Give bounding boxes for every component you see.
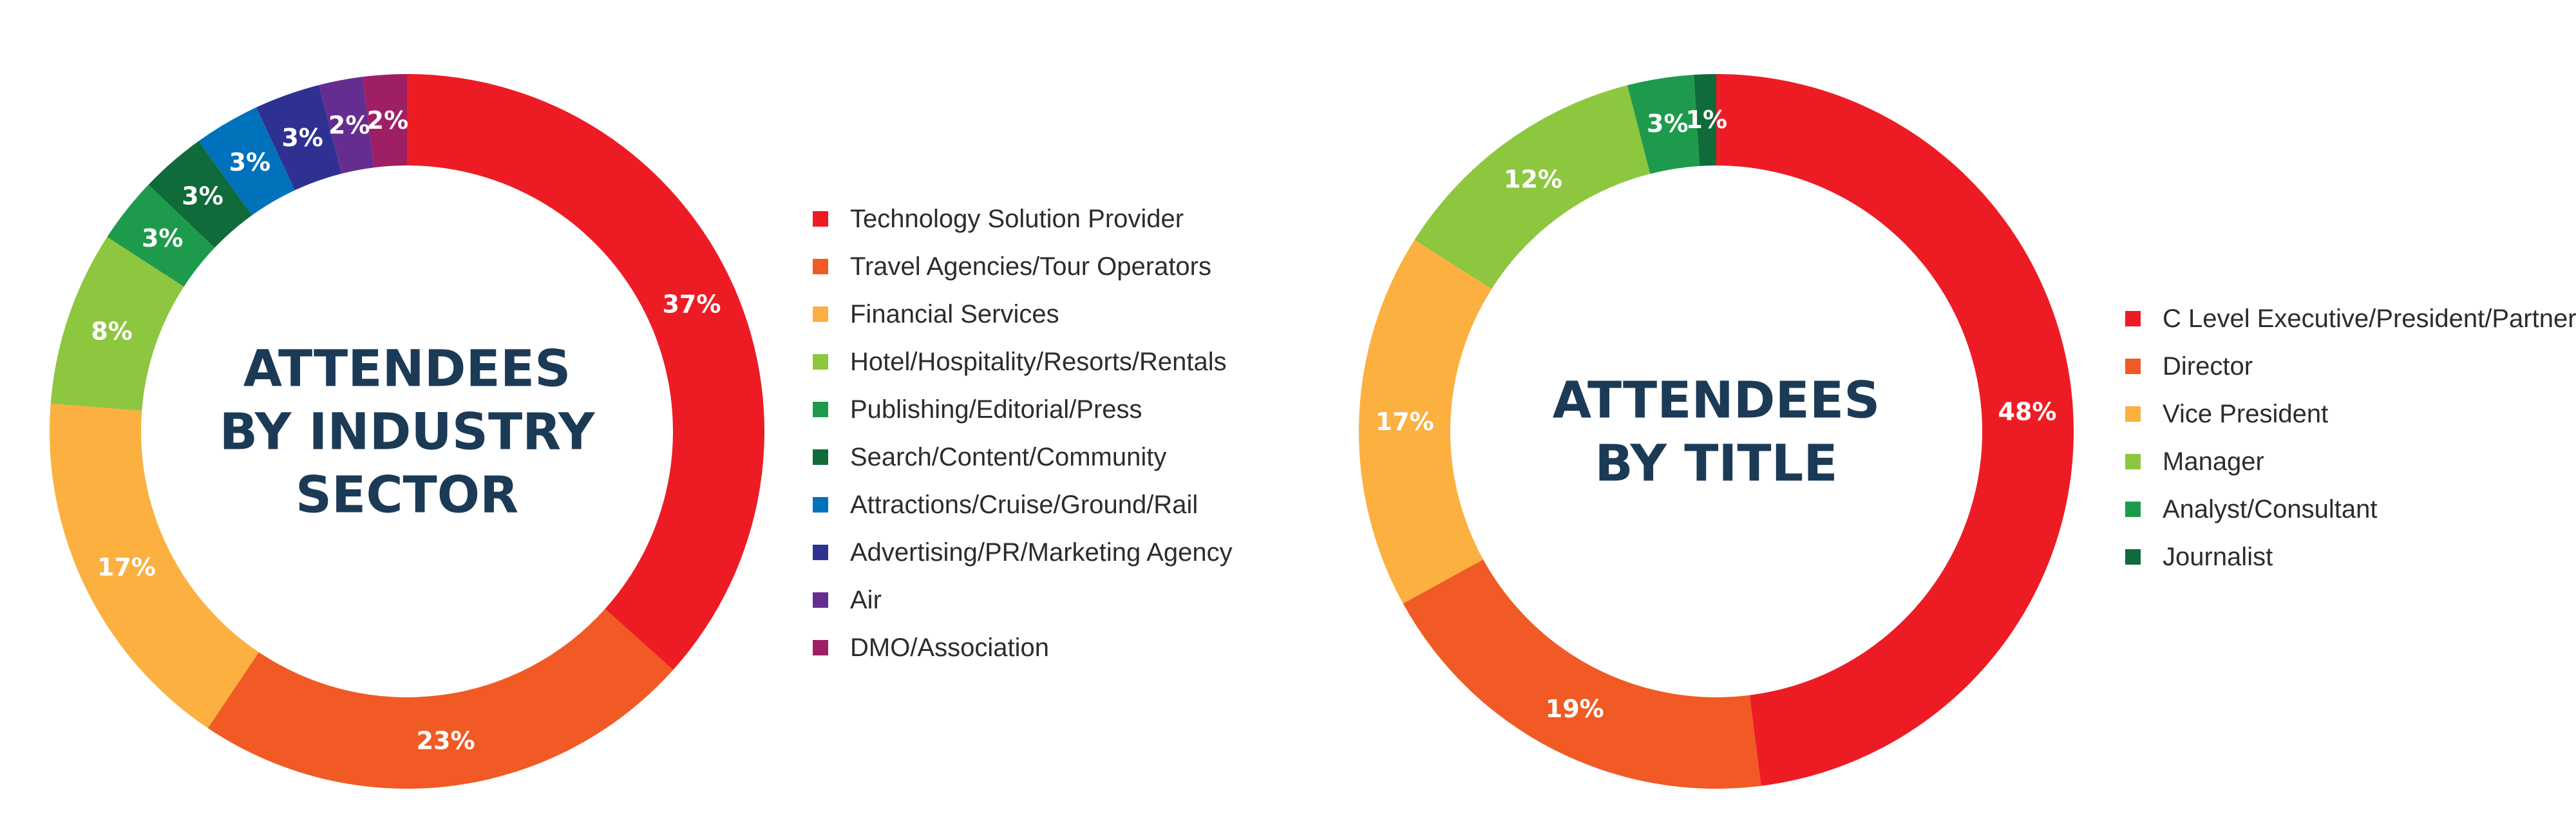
legend-label-travel-agencies-tour-operators: Travel Agencies/Tour Operators (850, 252, 1211, 281)
legend-swatch-dmo-association (813, 640, 828, 655)
legend-label-director: Director (2163, 352, 2253, 381)
legend-swatch-attractions-cruise-ground-rail (813, 497, 828, 513)
legend-label-air: Air (850, 586, 882, 614)
legend-swatch-vice-president (2125, 406, 2141, 422)
slice-attractions-cruise-ground-rail (198, 107, 295, 216)
slice-label-technology-solution-provider: 37% (662, 290, 721, 319)
legend-label-dmo-association: DMO/Association (850, 634, 1049, 662)
legend-label-analyst-consultant: Analyst/Consultant (2163, 495, 2378, 523)
industry-sector-donut-chart: 37%23%17%8%3%3%3%3% 2%2%ATTENDEES BY INDUS… (49, 74, 765, 789)
chart-title: ATTENDEES BY INDUSTRY SECTOR (220, 340, 596, 524)
slice-vice-president (1359, 240, 1492, 604)
slice-label-journalist: 1% (1686, 106, 1728, 134)
legend-swatch-director (2125, 359, 2141, 374)
chart-title-line: ATTENDEES (1553, 371, 1880, 429)
industry-sector-legend: Technology Solution Provider Travel Agenc… (813, 205, 1233, 662)
slice-label-travel-agencies-tour-operators: 23% (417, 726, 475, 755)
legend-swatch-publishing-editorial-press (813, 402, 828, 417)
legend-swatch-air (813, 592, 828, 608)
slice-label-publishing-editorial-press: 3% (142, 224, 184, 252)
slice-dmo-association (363, 74, 407, 168)
slice-label-director: 19% (1546, 695, 1604, 723)
legend-label-financial-services: Financial Services (850, 300, 1059, 328)
title-donut-chart: 48% 19% 17% 12% 3%1% ATTENDEES BY TITLE (1359, 74, 2074, 789)
slice-manager (1414, 85, 1651, 289)
slice-label-vice-president: 17% (1376, 408, 1434, 436)
slice-label-analyst-consultant: 3% (1647, 109, 1689, 138)
slice-hotel-hospitality-resorts-rentals (50, 236, 184, 411)
slice-label-manager: 12% (1504, 165, 1562, 193)
chart-title-line: SECTOR (296, 466, 518, 524)
legend-label-search-content-community: Search/Content/Community (850, 443, 1166, 471)
slice-air (319, 77, 374, 174)
slice-technology-solution-provider (407, 74, 765, 670)
slice-label-search-content-community: 3% (182, 182, 223, 211)
chart-title-line: BY INDUSTRY (220, 403, 596, 461)
legend-swatch-financial-services (813, 306, 828, 322)
legend-swatch-advertising-pr-marketing-agency (813, 545, 828, 560)
slice-travel-agencies-tour-operators (207, 608, 674, 789)
slice-publishing-editorial-press (107, 184, 215, 287)
legend-label-journalist: Journalist (2163, 543, 2273, 571)
legend-swatch-search-content-community (813, 449, 828, 465)
slice-label-attractions-cruise-ground-rail: 3% (229, 148, 271, 176)
legend-swatch-journalist (2125, 549, 2141, 565)
slice-financial-services (49, 403, 259, 728)
slice-journalist (1694, 74, 1716, 166)
legend-label-hotel-hospitality-resorts-rentals: Hotel/Hospitality/Resorts/Rentals (850, 348, 1227, 376)
chart-title: ATTENDEES BY TITLE (1553, 371, 1880, 493)
slice-director (1403, 559, 1761, 789)
legend-swatch-analyst-consultant (2125, 502, 2141, 517)
legend-label-c-level-executive-president-partner: C Level Executive/President/Partner (2163, 305, 2576, 333)
slice-advertising-pr-marketing-agency (256, 85, 342, 191)
slice-label-dmo-association: 2% (367, 106, 409, 135)
legend-label-vice-president: Vice President (2163, 400, 2328, 428)
slice-label-c-level-executive-president-partner: 48% (1998, 398, 2057, 426)
legend-label-manager: Manager (2163, 447, 2264, 476)
slice-label-hotel-hospitality-resorts-rentals: 8% (91, 317, 133, 346)
legend-label-advertising-pr-marketing-agency: Advertising/PR/Marketing Agency (850, 538, 1233, 567)
legend-swatch-hotel-hospitality-resorts-rentals (813, 354, 828, 370)
slice-c-level-executive-president-partner (1716, 74, 2074, 786)
slice-label-financial-services: 17% (97, 553, 156, 581)
legend-label-attractions-cruise-ground-rail: Attractions/Cruise/Ground/Rail (850, 491, 1198, 519)
slice-label-advertising-pr-marketing-agency: 3% (281, 124, 323, 152)
legend-swatch-travel-agencies-tour-operators (813, 259, 828, 274)
chart-title-line: ATTENDEES (243, 340, 571, 398)
slice-analyst-consultant (1627, 75, 1700, 174)
legend-label-publishing-editorial-press: Publishing/Editorial/Press (850, 395, 1142, 424)
title-legend: C Level Executive/President/Partner Direc… (2125, 305, 2576, 571)
legend-swatch-c-level-executive-president-partner (2125, 311, 2141, 326)
slice-search-content-community (148, 140, 252, 248)
legend-swatch-technology-solution-provider (813, 211, 828, 227)
chart-title-line: BY TITLE (1595, 435, 1837, 493)
legend-swatch-manager (2125, 454, 2141, 469)
slice-label-air: 2% (328, 111, 370, 139)
legend-label-technology-solution-provider: Technology Solution Provider (850, 205, 1184, 233)
